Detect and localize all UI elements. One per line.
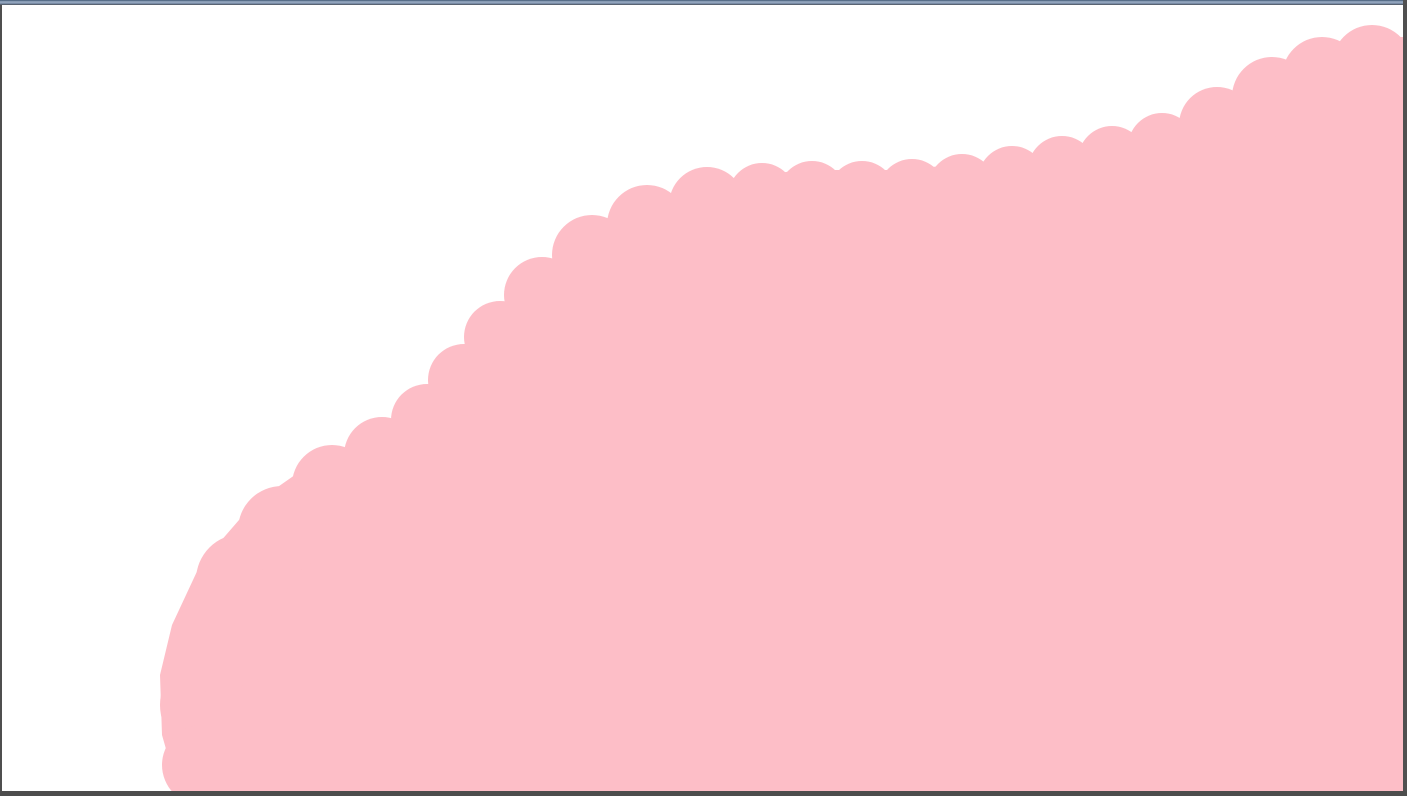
brush-stroke-body: [160, 37, 1403, 791]
brush-dab: [728, 163, 796, 231]
brush-dab: [607, 185, 687, 265]
brush-dab: [878, 159, 946, 227]
brush-dab: [162, 725, 242, 791]
brush-dab: [928, 154, 996, 222]
brush-dab: [778, 161, 846, 229]
window-right-border: [1403, 0, 1407, 796]
brush-dab: [1332, 25, 1403, 105]
brush-dab: [828, 161, 896, 229]
brush-dab: [1128, 113, 1196, 181]
window-top-border: [0, 0, 1407, 5]
pink-brush-stroke: [160, 25, 1403, 791]
window-bottom-border: [0, 791, 1407, 796]
canvas-surface[interactable]: [2, 5, 1403, 791]
brush-dab: [669, 167, 745, 243]
drawing-canvas[interactable]: [2, 5, 1403, 791]
